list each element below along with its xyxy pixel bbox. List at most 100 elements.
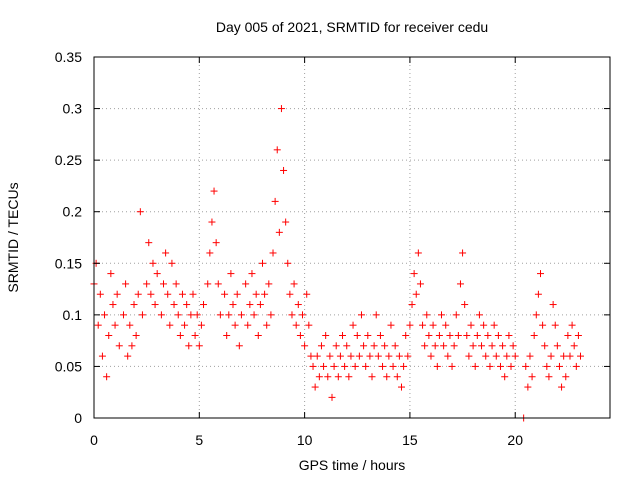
data-point xyxy=(509,342,517,350)
x-axis-label: GPS time / hours xyxy=(299,457,406,473)
data-point xyxy=(275,228,283,236)
data-point xyxy=(94,321,102,329)
data-point xyxy=(425,331,433,339)
data-point xyxy=(250,311,258,319)
x-tick-label: 15 xyxy=(402,432,418,448)
data-point xyxy=(229,301,237,309)
y-tick-label: 0 xyxy=(74,410,82,426)
x-tick-label: 10 xyxy=(297,432,313,448)
data-point xyxy=(286,290,294,298)
data-point xyxy=(526,352,534,360)
y-tick-label: 0.3 xyxy=(63,101,83,117)
data-point xyxy=(543,362,551,370)
y-tick-label: 0.15 xyxy=(55,255,82,271)
data-point xyxy=(383,373,391,381)
data-point xyxy=(397,383,405,391)
data-point xyxy=(393,373,401,381)
data-point xyxy=(488,342,496,350)
data-point xyxy=(507,362,515,370)
y-axis-ticks: 0 0.05 0.1 0.15 0.2 0.25 0.3 0.35 xyxy=(55,49,610,426)
data-point xyxy=(227,270,235,278)
data-point xyxy=(208,218,216,226)
data-point xyxy=(237,311,245,319)
data-point xyxy=(459,249,467,257)
data-point xyxy=(164,290,172,298)
data-point xyxy=(107,270,115,278)
data-point xyxy=(435,331,443,339)
data-point xyxy=(564,331,572,339)
data-point xyxy=(109,301,117,309)
data-point xyxy=(178,290,186,298)
data-point xyxy=(160,280,168,288)
data-point xyxy=(463,331,471,339)
data-point xyxy=(132,331,140,339)
data-point xyxy=(212,239,220,247)
data-point xyxy=(153,270,161,278)
data-point xyxy=(465,352,473,360)
data-point xyxy=(547,352,555,360)
data-point xyxy=(431,342,439,350)
data-point xyxy=(134,290,142,298)
data-point xyxy=(223,331,231,339)
x-tick-label: 20 xyxy=(507,432,523,448)
data-point xyxy=(136,208,144,216)
data-point xyxy=(362,362,370,370)
data-point xyxy=(577,352,585,360)
data-point xyxy=(252,290,260,298)
data-point xyxy=(511,352,519,360)
data-points xyxy=(90,105,585,422)
data-point xyxy=(273,146,281,154)
data-point xyxy=(172,280,180,288)
data-point xyxy=(347,352,355,360)
data-point xyxy=(551,321,559,329)
data-point xyxy=(482,352,490,360)
data-point xyxy=(242,280,250,288)
data-point xyxy=(450,342,458,350)
data-point xyxy=(389,362,397,370)
data-point xyxy=(162,249,170,257)
data-point xyxy=(351,362,359,370)
data-point xyxy=(372,311,380,319)
data-point xyxy=(360,342,368,350)
data-point xyxy=(364,331,372,339)
data-point xyxy=(143,280,151,288)
data-point xyxy=(254,331,262,339)
data-point xyxy=(324,373,332,381)
data-point xyxy=(206,249,214,257)
data-point xyxy=(103,373,111,381)
data-point xyxy=(381,342,389,350)
data-point xyxy=(442,321,450,329)
data-point xyxy=(349,321,357,329)
data-point xyxy=(452,311,460,319)
data-point xyxy=(467,321,475,329)
data-point xyxy=(421,342,429,350)
data-point xyxy=(494,331,502,339)
data-point xyxy=(244,321,252,329)
data-point xyxy=(478,342,486,350)
y-axis-label: SRMTID / TECUs xyxy=(5,182,21,292)
data-point xyxy=(313,352,321,360)
data-point xyxy=(339,331,347,339)
data-point xyxy=(168,259,176,267)
y-tick-label: 0.05 xyxy=(55,358,82,374)
chart-title: Day 005 of 2021, SRMTID for receiver ced… xyxy=(216,19,488,35)
data-point xyxy=(446,331,454,339)
data-point xyxy=(522,362,530,370)
data-point xyxy=(475,311,483,319)
data-point xyxy=(185,342,193,350)
data-point xyxy=(191,331,199,339)
data-point xyxy=(326,352,334,360)
data-point xyxy=(200,301,208,309)
data-point xyxy=(490,321,498,329)
y-tick-label: 0.35 xyxy=(55,49,82,65)
data-point xyxy=(301,342,309,350)
data-point xyxy=(410,270,418,278)
data-point xyxy=(438,311,446,319)
data-point xyxy=(419,321,427,329)
data-point xyxy=(296,331,304,339)
plot-frame xyxy=(93,56,611,419)
data-point xyxy=(170,301,178,309)
data-point xyxy=(385,352,393,360)
y-tick-label: 0.2 xyxy=(63,204,83,220)
data-point xyxy=(536,270,544,278)
